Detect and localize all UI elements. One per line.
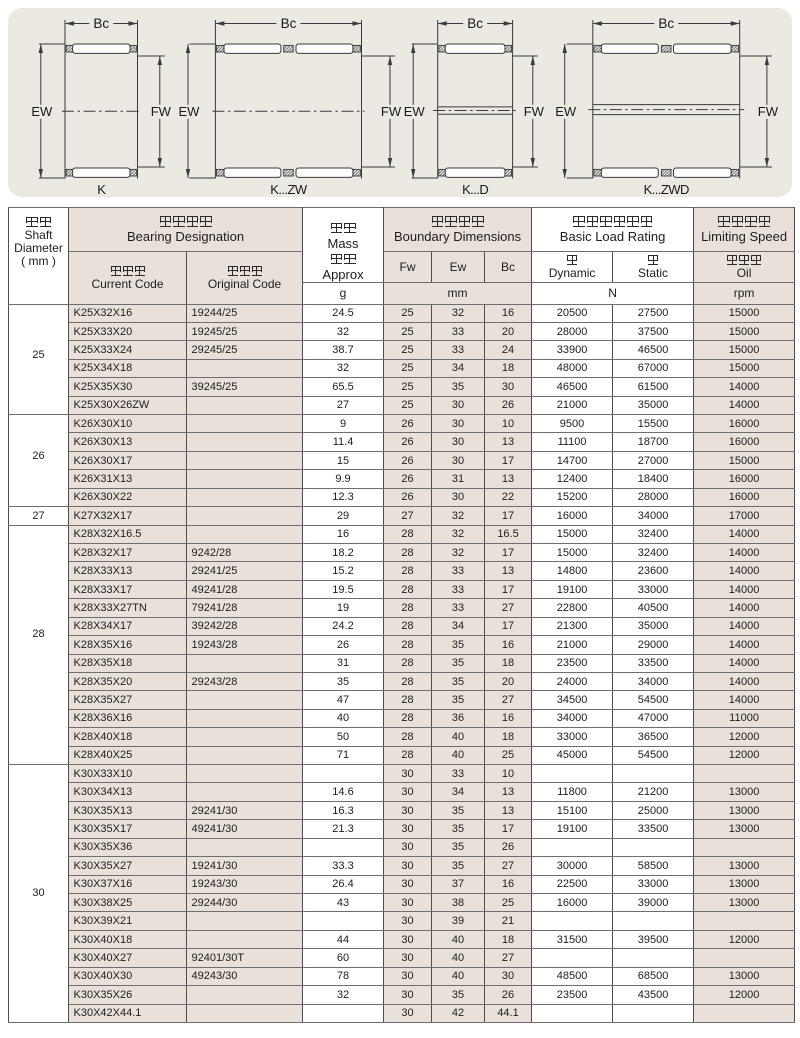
svg-text:FW: FW — [151, 104, 172, 119]
svg-text:FW: FW — [758, 104, 779, 119]
svg-text:Bc: Bc — [281, 16, 297, 31]
svg-text:Bc: Bc — [467, 16, 483, 31]
svg-text:K: K — [97, 182, 106, 197]
svg-text:FW: FW — [381, 104, 402, 119]
svg-text:FW: FW — [524, 104, 545, 119]
svg-text:EW: EW — [555, 104, 577, 119]
svg-text:K...D: K...D — [462, 182, 488, 197]
svg-text:EW: EW — [179, 104, 201, 119]
svg-text:EW: EW — [31, 104, 53, 119]
svg-text:Bc: Bc — [93, 16, 109, 31]
svg-text:Bc: Bc — [658, 16, 674, 31]
svg-text:EW: EW — [404, 104, 426, 119]
svg-text:K...ZW: K...ZW — [270, 182, 308, 197]
svg-text:K...ZWD: K...ZWD — [644, 182, 689, 197]
